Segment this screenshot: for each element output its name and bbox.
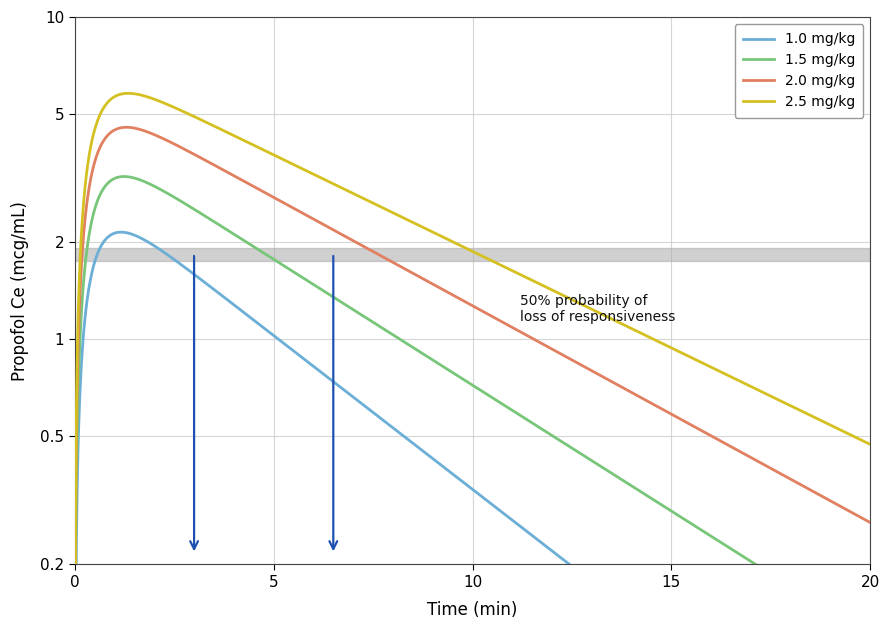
Bar [75,248,871,261]
2.5 mg/kg [409,219,420,227]
Line: 1.0 mg/kg: 1.0 mg/kg [75,232,871,630]
1.5 mg/kg [764,570,774,577]
Legend: 1.0 mg/kg, 1.5 mg/kg, 2.0 mg/kg, 2.5 mg/kg: 1.0 mg/kg, 1.5 mg/kg, 2.0 mg/kg, 2.5 mg/… [734,24,863,118]
2.0 mg/kg [160,136,171,144]
2.0 mg/kg [865,518,876,526]
X-axis label: Time (min): Time (min) [428,601,518,619]
1.0 mg/kg [116,228,127,236]
Text: 50% probability of
loss of responsiveness: 50% probability of loss of responsivenes… [520,294,675,324]
2.5 mg/kg [123,89,134,97]
1.0 mg/kg [208,285,218,292]
Line: 2.0 mg/kg: 2.0 mg/kg [75,127,871,630]
1.0 mg/kg [160,249,171,257]
1.0 mg/kg [409,441,420,449]
2.0 mg/kg [208,161,218,168]
2.5 mg/kg [865,440,876,448]
1.5 mg/kg [409,345,420,352]
1.5 mg/kg [160,188,171,196]
2.5 mg/kg [764,392,774,399]
2.5 mg/kg [160,100,171,108]
2.5 mg/kg [849,433,860,441]
Line: 1.5 mg/kg: 1.5 mg/kg [75,176,871,630]
1.5 mg/kg [208,217,218,225]
1.5 mg/kg [119,173,129,180]
2.5 mg/kg [375,203,386,210]
2.0 mg/kg [375,251,386,259]
2.0 mg/kg [764,464,774,471]
Y-axis label: Propofol Ce (mcg/mL): Propofol Ce (mcg/mL) [11,201,29,381]
1.0 mg/kg [375,414,386,421]
2.0 mg/kg [409,270,420,278]
Line: 2.5 mg/kg: 2.5 mg/kg [75,93,871,630]
2.5 mg/kg [208,122,218,129]
1.5 mg/kg [375,323,386,331]
2.0 mg/kg [121,123,132,131]
2.0 mg/kg [849,510,860,518]
1.5 mg/kg [849,624,860,630]
